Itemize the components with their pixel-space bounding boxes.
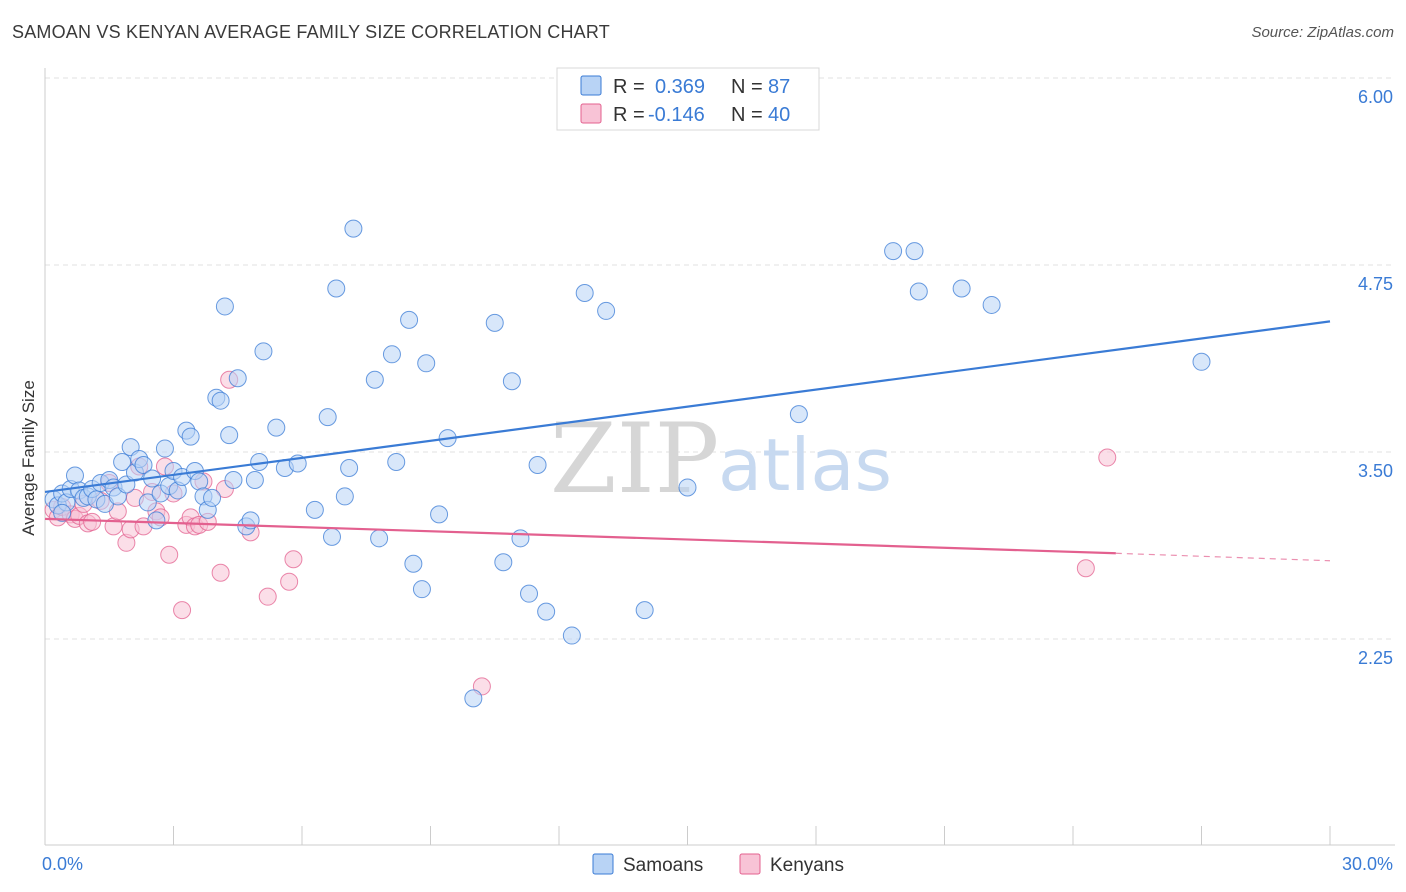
samoan-point <box>203 488 222 507</box>
samoan-point <box>387 453 406 472</box>
samoan-point <box>537 602 556 621</box>
kenyans-trend-extension <box>1115 552 1331 562</box>
samoan-point <box>224 470 243 489</box>
kenyans-legend-swatch <box>580 103 602 124</box>
samoan-point <box>220 426 239 445</box>
samoan-point <box>335 487 354 506</box>
samoans-legend-swatch <box>580 75 602 96</box>
samoan-point <box>528 456 547 475</box>
kenyan-point <box>1098 448 1117 467</box>
samoan-point <box>485 313 504 332</box>
samoans-series-label: Samoans <box>623 855 703 876</box>
samoan-point <box>211 391 230 410</box>
samoan-point <box>905 242 924 261</box>
samoan-point <box>138 493 157 512</box>
points-layer <box>44 219 1211 708</box>
samoan-point <box>382 345 401 364</box>
samoan-point <box>370 529 389 548</box>
samoan-point <box>322 527 341 546</box>
chart-source: Source: ZipAtlas.com <box>1251 24 1394 41</box>
samoan-point <box>982 295 1001 314</box>
samoan-point <box>181 427 200 446</box>
axes-layer <box>44 68 1395 846</box>
samoan-point <box>952 279 971 298</box>
x-tick-label-start: 0.0% <box>42 854 83 874</box>
x-tick-label-end: 30.0% <box>1342 854 1393 874</box>
samoan-point <box>305 500 324 519</box>
samoan-point <box>254 342 273 361</box>
series-legend: Samoans Kenyans <box>592 853 844 876</box>
watermark-atlas: atlas <box>718 423 892 507</box>
samoan-point <box>417 354 436 373</box>
chart-title: SAMOAN VS KENYAN AVERAGE FAMILY SIZE COR… <box>12 22 610 42</box>
kenyans-n-label: N = <box>731 104 763 126</box>
stats-legend: R = 0.369 N = 87 R = -0.146 N = 40 <box>556 67 820 131</box>
grid-layer <box>45 77 1395 640</box>
y-tick-label: 6.00 <box>1358 87 1393 107</box>
samoans-series-swatch <box>592 853 614 875</box>
kenyan-point <box>280 572 299 591</box>
samoan-point <box>404 554 423 573</box>
samoan-point <box>597 301 616 320</box>
samoan-point <box>789 405 808 424</box>
kenyan-point <box>160 545 179 564</box>
samoan-point <box>113 453 132 472</box>
kenyan-point <box>258 587 277 606</box>
kenyan-point <box>83 512 102 531</box>
samoan-point <box>340 459 359 478</box>
samoans-n-label: N = <box>731 76 763 98</box>
tick-labels: 2.25 3.50 4.75 6.00 0.0% 30.0% <box>42 87 1393 874</box>
kenyans-trend-line <box>44 517 1116 555</box>
y-tick-label: 2.25 <box>1358 648 1393 668</box>
samoan-point <box>464 689 483 708</box>
samoans-n-value: 87 <box>768 76 790 98</box>
samoan-point <box>228 369 247 388</box>
samoans-r-value: 0.369 <box>655 76 705 98</box>
kenyan-point <box>284 550 303 569</box>
samoan-point <box>412 580 431 599</box>
samoan-point <box>1192 352 1211 371</box>
samoan-point <box>511 529 530 548</box>
kenyans-n-value: 40 <box>768 104 790 126</box>
samoan-point <box>155 439 174 458</box>
y-tick-label: 3.50 <box>1358 461 1393 481</box>
watermark-zip: ZIP <box>550 403 719 515</box>
kenyan-point <box>173 601 192 620</box>
kenyans-series-swatch <box>739 853 761 875</box>
samoan-point <box>147 511 166 530</box>
trend-layer <box>44 320 1331 562</box>
samoan-point <box>575 283 594 302</box>
kenyan-point <box>211 563 230 582</box>
samoans-trend-line <box>44 320 1331 494</box>
samoan-point <box>635 601 654 620</box>
kenyans-r-value: -0.146 <box>648 104 705 126</box>
samoan-point <box>502 372 521 391</box>
samoan-point <box>430 505 449 524</box>
samoan-point <box>245 470 264 489</box>
samoan-point <box>562 626 581 645</box>
kenyan-point <box>1076 559 1095 578</box>
samoan-point <box>494 553 513 572</box>
samoan-point <box>678 478 697 497</box>
y-tick-label: 4.75 <box>1358 274 1393 294</box>
samoan-point <box>65 466 84 485</box>
samoan-point <box>318 408 337 427</box>
samoan-point <box>365 370 384 389</box>
samoan-point <box>344 219 363 238</box>
samoan-point <box>884 242 903 261</box>
samoan-point <box>400 310 419 329</box>
kenyans-series-label: Kenyans <box>770 855 844 876</box>
samoan-point <box>909 282 928 301</box>
samoan-point <box>327 279 346 298</box>
samoan-point <box>190 472 209 491</box>
samoan-point <box>53 503 72 522</box>
kenyans-r-label: R = <box>613 104 645 126</box>
y-axis-title: Average Family Size <box>19 380 38 536</box>
samoan-point <box>520 584 539 603</box>
samoan-point <box>215 297 234 316</box>
samoans-r-label: R = <box>613 76 645 98</box>
samoan-point <box>267 418 286 437</box>
samoan-point <box>134 456 153 475</box>
